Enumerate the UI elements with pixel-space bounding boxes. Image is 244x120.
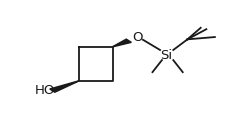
Polygon shape <box>113 39 131 47</box>
Polygon shape <box>50 81 79 92</box>
Text: O: O <box>132 31 142 44</box>
Text: Si: Si <box>161 49 173 62</box>
Text: HO: HO <box>34 84 55 97</box>
